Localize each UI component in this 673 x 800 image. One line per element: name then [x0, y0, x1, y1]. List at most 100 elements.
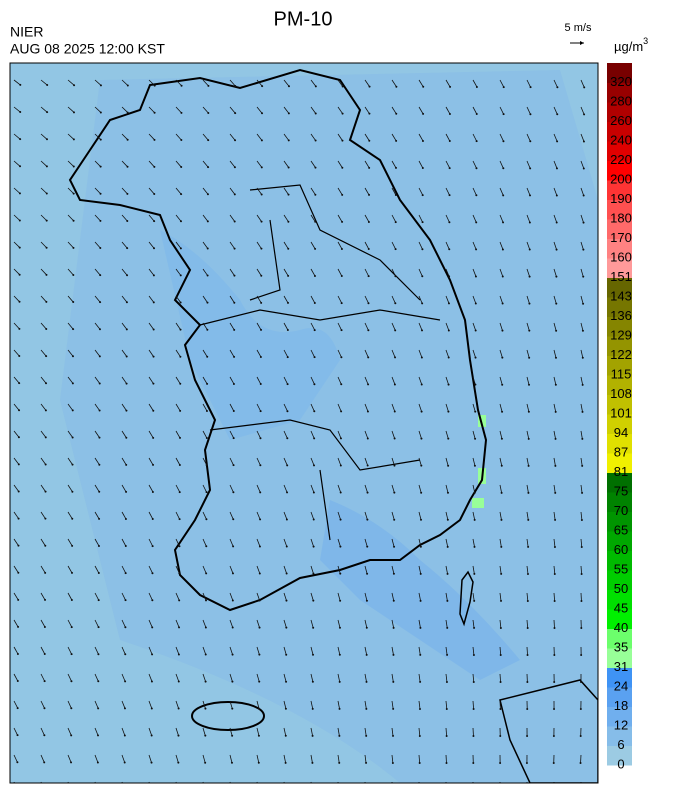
wind-arrowhead [556, 86, 558, 88]
wind-arrowhead [204, 762, 206, 764]
wind-arrowhead [71, 572, 73, 574]
wind-arrowhead [447, 546, 449, 548]
wind-arrowhead [286, 464, 288, 466]
wind-arrowhead [126, 247, 128, 249]
wind-arrowhead [369, 86, 371, 88]
unit: µg/m3 [614, 36, 648, 54]
wind-arrowhead [580, 708, 582, 710]
wind-arrowhead [582, 249, 584, 251]
wind-arrowhead [529, 140, 531, 142]
wind-arrowhead [419, 735, 421, 737]
wind-arrowhead [340, 464, 342, 466]
unit-superscript: 3 [643, 36, 648, 46]
wind-arrowhead [553, 735, 555, 737]
wind-arrowhead [556, 249, 558, 251]
wind-arrowhead [475, 248, 477, 250]
wind-arrowhead [232, 491, 234, 493]
wind-arrowhead [260, 383, 262, 385]
wind-arrowhead [313, 383, 315, 385]
wind-arrowhead [152, 464, 154, 466]
wind-arrowhead [583, 113, 585, 115]
wind-arrowhead [150, 789, 152, 791]
wind-arrowhead [259, 464, 261, 466]
wind-arrowhead [368, 275, 370, 277]
wind-arrowhead [315, 85, 317, 87]
wind-arrowhead [72, 464, 74, 466]
wind-arrowhead [503, 113, 505, 115]
wind-arrowhead [448, 329, 450, 331]
colorbar-label: 108 [610, 386, 632, 401]
wind-arrowhead [528, 411, 530, 413]
wind-arrowhead [529, 167, 531, 169]
wind-arrowhead [16, 788, 18, 790]
wind-arrowhead [339, 546, 341, 548]
wind-arrowhead [152, 383, 154, 385]
wind-arrowhead [475, 302, 477, 304]
wind-arrowhead [44, 518, 46, 520]
wind-arrowhead [421, 356, 423, 358]
wind-arrowhead [288, 167, 290, 169]
wind-arrowhead [473, 546, 475, 548]
wind-arrowhead [18, 518, 20, 520]
wind-arrowhead [179, 464, 181, 466]
wind-arrowhead [312, 573, 314, 575]
wind-arrowhead [287, 329, 289, 331]
wind-arrowhead [18, 463, 20, 465]
wind-arrowhead [554, 465, 556, 467]
wind-arrowhead [16, 761, 18, 763]
wind-arrowhead [179, 491, 181, 493]
wind-arrowhead [476, 140, 478, 142]
wind-arrowhead [178, 708, 180, 710]
wind-arrowhead [529, 249, 531, 251]
wind-arrowhead [500, 573, 502, 575]
wind-arrowhead [233, 464, 235, 466]
wind-arrowhead [580, 654, 582, 656]
wind-arrowhead [18, 328, 20, 330]
wind-arrowhead [473, 654, 475, 656]
wind-arrowhead [475, 275, 477, 277]
wind-arrowhead [234, 139, 236, 141]
wind-arrowhead [125, 545, 127, 547]
wind-arrowhead [393, 519, 395, 521]
wind-arrowhead [473, 600, 475, 602]
wind-arrowhead [19, 219, 21, 221]
wind-arrowhead [555, 411, 557, 413]
wind-arrowhead [367, 492, 369, 494]
wind-arrowhead [126, 220, 128, 222]
wind-arrowhead [152, 410, 154, 412]
wind-arrowhead [153, 274, 155, 276]
wind-arrowhead [72, 328, 74, 330]
wind-arrowhead [73, 220, 75, 222]
wind-arrowhead [44, 626, 46, 628]
wind-arrowhead [554, 519, 556, 521]
wind-arrowhead [151, 680, 153, 682]
wind-arrowhead [393, 492, 395, 494]
wind-arrowhead [179, 518, 181, 520]
wind-arrowhead [125, 464, 127, 466]
wind-arrowhead [580, 600, 582, 602]
wind-arrowhead [259, 600, 261, 602]
wind-arrowhead [448, 302, 450, 304]
wind-arrowhead [153, 220, 155, 222]
wind-arrowhead [46, 138, 48, 140]
wind-arrowhead [232, 545, 234, 547]
colorbar-label: 0 [617, 756, 624, 771]
wind-arrowhead [473, 573, 475, 575]
wind-arrowhead [99, 410, 101, 412]
wind-arrowhead [70, 680, 72, 682]
wind-arrowhead [287, 248, 289, 250]
wind-arrowhead [339, 627, 341, 629]
wind-arrowhead [286, 573, 288, 575]
wind-arrowhead [177, 735, 179, 737]
wind-arrowhead [287, 302, 289, 304]
wind-arrowhead [261, 221, 263, 223]
wind-arrowhead [44, 545, 46, 547]
colorbar-label: 320 [610, 74, 632, 89]
wind-arrowhead [528, 303, 530, 305]
wind-arrowhead [419, 789, 421, 791]
wind-arrowhead [71, 545, 73, 547]
wind-arrowhead [71, 626, 73, 628]
wind-arrowhead [392, 789, 394, 791]
wind-arrowhead [422, 86, 424, 88]
wind-arrowhead [446, 600, 448, 602]
